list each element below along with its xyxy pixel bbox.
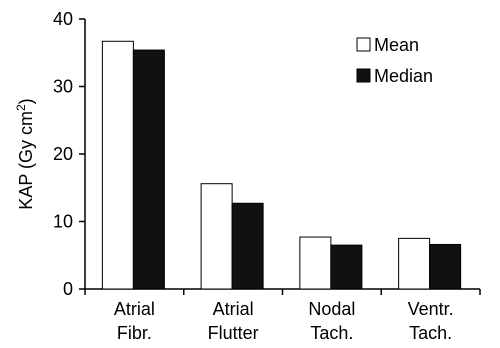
x-tick-label-line: Fibr. — [117, 323, 152, 343]
y-axis-label-text: KAP (Gy cm — [16, 111, 36, 210]
x-tick-label-line: Ventr. — [408, 299, 454, 319]
bar-median — [429, 243, 462, 290]
y-tick-label: 20 — [53, 144, 73, 164]
x-tick-label: Nodal Tach. — [308, 299, 355, 343]
bar-mean — [398, 237, 431, 290]
y-axis-label-superscript: 2 — [14, 104, 28, 111]
x-tick-label-line: Tach. — [409, 323, 452, 343]
x-tick-label: Atrial Flutter — [208, 299, 259, 343]
bars — [101, 40, 462, 290]
x-tick-label-line: Tach. — [310, 323, 353, 343]
x-tick-label: Ventr. Tach. — [408, 299, 454, 343]
x-tick-label-line: Atrial — [213, 299, 254, 319]
y-tick-label: 0 — [63, 279, 73, 299]
y-tick-label: 40 — [53, 9, 73, 29]
y-tick-label: 30 — [53, 77, 73, 97]
x-tick-label: Atrial Fibr. — [114, 299, 155, 343]
legend-swatch — [356, 37, 371, 52]
bar-median — [132, 49, 165, 290]
bar-mean — [200, 183, 233, 290]
y-axis: 0 10 20 30 40 — [53, 9, 86, 299]
bar-mean — [101, 40, 134, 290]
legend: Mean Median — [356, 35, 433, 86]
bar-mean — [299, 236, 332, 290]
y-axis-label-close: ) — [16, 98, 36, 104]
legend-swatch — [356, 68, 371, 83]
legend-label: Median — [374, 66, 433, 86]
x-tick-label-line: Atrial — [114, 299, 155, 319]
x-tick-label-line: Flutter — [208, 323, 259, 343]
y-axis-label: KAP (Gy cm2) — [14, 98, 36, 209]
legend-label: Mean — [374, 35, 419, 55]
y-tick-label: 10 — [53, 212, 73, 232]
bar-median — [330, 244, 363, 290]
x-tick-label-line: Nodal — [308, 299, 355, 319]
bar-median — [231, 202, 264, 290]
